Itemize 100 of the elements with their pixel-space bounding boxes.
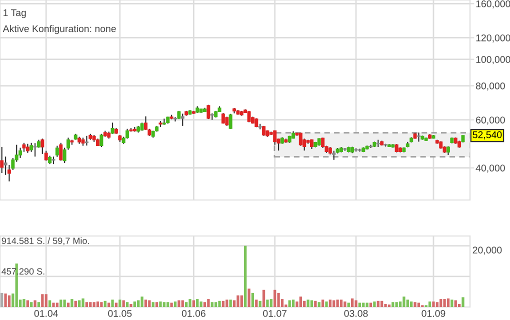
bar (181, 300, 184, 307)
bar (118, 300, 122, 307)
bar (462, 297, 464, 307)
annotation: Aktive Konfiguration: none (2, 25, 116, 34)
candlestick (298, 132, 302, 146)
bar (196, 299, 199, 307)
candlestick (59, 142, 63, 162)
bar (362, 302, 365, 307)
bar (78, 300, 81, 307)
bar (178, 300, 180, 307)
x-tick-label: 01.05 (108, 310, 132, 317)
bar (184, 302, 188, 307)
bar (0, 292, 4, 307)
bar (140, 296, 144, 307)
bar (262, 290, 266, 307)
annotation: 52,540 (472, 131, 502, 140)
bar (30, 302, 33, 307)
bar (162, 302, 166, 307)
candlestick (26, 143, 30, 154)
candlestick (84, 135, 88, 146)
bar (336, 300, 339, 307)
bar (92, 302, 96, 307)
bar (130, 304, 132, 307)
bar (108, 302, 110, 307)
bar (210, 302, 214, 307)
candlestick (206, 104, 210, 120)
bar (244, 246, 247, 307)
bar (321, 300, 324, 307)
bar (354, 300, 358, 307)
x-tick-label: 01.06 (182, 310, 206, 317)
bar (207, 299, 210, 307)
bar (358, 302, 362, 307)
bar (4, 294, 7, 307)
bar (111, 300, 114, 307)
bar (248, 288, 250, 307)
bar (74, 300, 77, 307)
bar (66, 302, 70, 307)
y-tick-label: 120,000 (476, 34, 510, 42)
x-tick-label: 03.08 (344, 310, 368, 317)
bar (266, 300, 269, 307)
bar (310, 300, 314, 307)
bar (270, 299, 272, 307)
text: 20,000 (472, 246, 502, 255)
bar (255, 300, 258, 307)
bar (174, 301, 177, 307)
bar (148, 300, 151, 307)
bar (292, 300, 295, 307)
candlestick (33, 142, 37, 158)
bar (414, 302, 416, 307)
y-tick-label: 100,000 (476, 56, 510, 64)
bar (114, 302, 118, 307)
bar (332, 300, 336, 307)
bar (446, 298, 450, 307)
bar (37, 302, 40, 307)
bar (166, 302, 170, 307)
bar (126, 302, 129, 307)
candlestick (321, 137, 325, 149)
bar (417, 302, 420, 307)
y-tick-label: 60,000 (476, 116, 505, 125)
bar (303, 300, 306, 307)
bar (406, 300, 409, 307)
bar (56, 302, 59, 307)
bar (222, 300, 225, 307)
candlestick (55, 145, 59, 158)
candlestick (225, 116, 229, 126)
bar (436, 302, 438, 307)
bar (318, 302, 320, 307)
x-tick-label: 01.07 (263, 310, 287, 317)
candlestick (332, 150, 336, 160)
bar (440, 299, 442, 307)
bar (192, 300, 196, 307)
bar (274, 290, 276, 307)
bar (133, 301, 136, 307)
bar (170, 302, 173, 307)
bar (85, 302, 88, 307)
bar (277, 292, 280, 307)
candlestick (100, 133, 104, 148)
bar (96, 301, 100, 307)
bar (203, 302, 206, 307)
bar (70, 299, 74, 307)
bar (299, 296, 302, 307)
bar (34, 300, 36, 307)
x-tick-label: 01.04 (34, 310, 58, 317)
bar (52, 302, 55, 307)
bar (340, 300, 343, 307)
bar (236, 295, 240, 307)
bar (251, 292, 254, 307)
bar (384, 304, 387, 307)
bar (366, 302, 368, 307)
bar (325, 301, 328, 307)
bar (41, 294, 44, 307)
candlestick (110, 122, 114, 134)
y-tick-label: 80,000 (476, 82, 505, 91)
bar (347, 302, 350, 307)
bar (350, 298, 354, 307)
text: 914.581 S. / 59,7 Mio. (2, 237, 89, 246)
candlestick (228, 113, 232, 130)
bar (454, 300, 457, 307)
bar (344, 301, 346, 307)
bar (395, 302, 398, 307)
